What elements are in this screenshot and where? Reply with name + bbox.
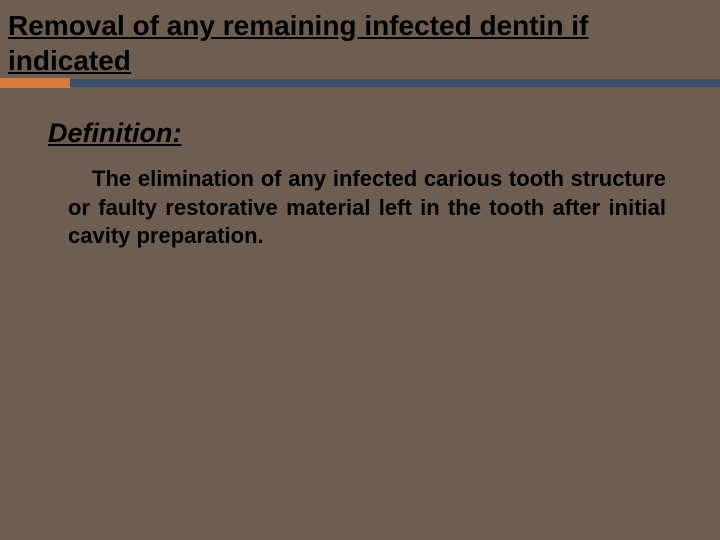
- definition-label: Definition:: [48, 118, 680, 149]
- definition-text: The elimination of any infected carious …: [48, 165, 680, 251]
- divider-orange-segment: [0, 78, 70, 88]
- content-area: Definition: The elimination of any infec…: [0, 118, 720, 251]
- divider-blue-segment: [70, 79, 720, 87]
- divider-bar: [0, 78, 720, 88]
- slide-title: Removal of any remaining infected dentin…: [0, 0, 720, 78]
